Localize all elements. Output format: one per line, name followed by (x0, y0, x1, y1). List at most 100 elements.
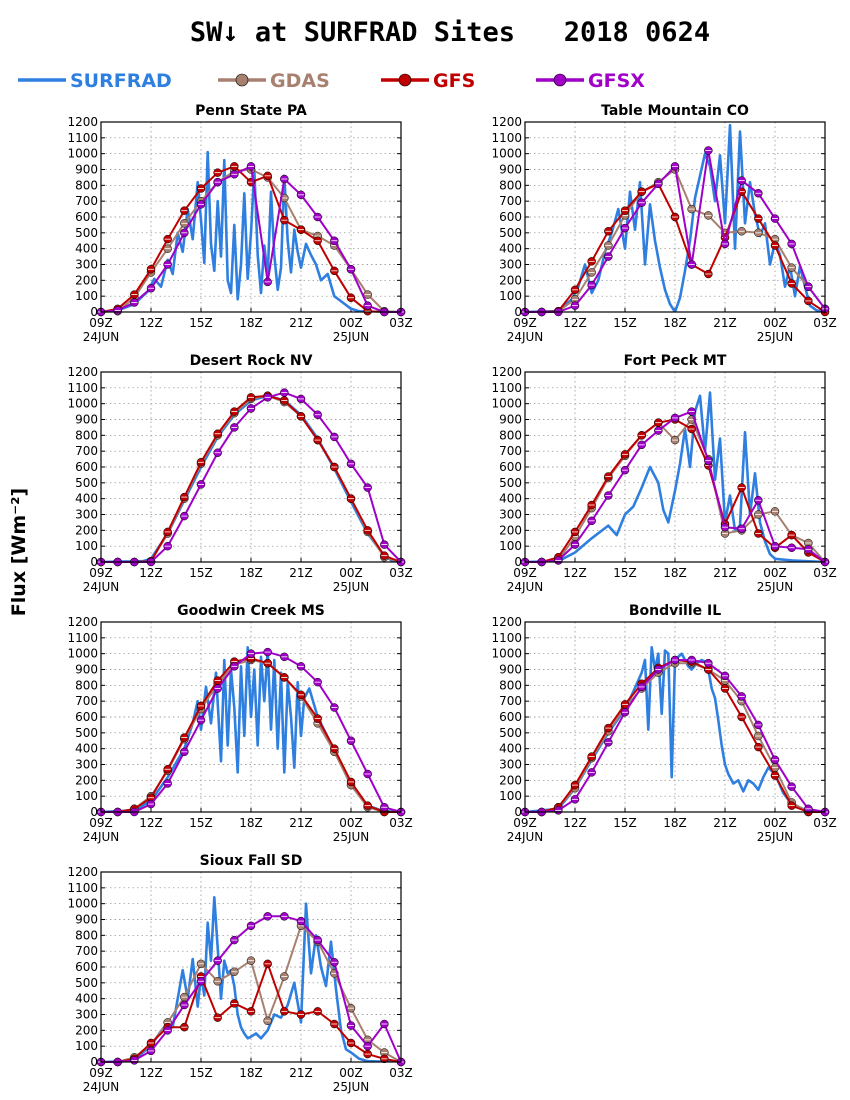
x-tick-label: 21Z (713, 816, 737, 830)
x-tick-label: 18Z (239, 316, 263, 330)
y-tick-label: 600 (75, 960, 98, 974)
y-tick-label: 1100 (491, 631, 522, 645)
chart-panels: Penn State PA010020030040050060070080090… (67, 103, 836, 1094)
panel-title: Bondville IL (629, 603, 721, 619)
y-axis-label: Flux [Wm⁻²] (8, 488, 30, 616)
y-tick-label: 900 (499, 663, 522, 677)
y-tick-label: 1100 (67, 881, 98, 895)
panel-sioux-fall-sd: Sioux Fall SD010020030040050060070080090… (67, 853, 412, 1094)
x-tick-label: 15Z (613, 816, 637, 830)
x-tick-label: 18Z (239, 816, 263, 830)
x-tick-label: 00Z (339, 816, 363, 830)
y-tick-label: 800 (75, 178, 98, 192)
x-tick-label: 15Z (189, 816, 213, 830)
y-tick-label: 500 (75, 226, 98, 240)
x-date-label: 25JUN (333, 330, 370, 344)
x-tick-label: 03Z (813, 816, 837, 830)
series-line-gfs (101, 394, 402, 563)
panel-title: Table Mountain CO (601, 103, 749, 119)
y-tick-label: 700 (75, 944, 98, 958)
legend-label-gdas: GDAS (270, 70, 330, 92)
panel-bondville-il: Bondville IL0100200300400500600700800900… (491, 603, 836, 844)
series-gfsx (520, 407, 830, 567)
series-line-surfrad (101, 394, 401, 562)
y-tick-label: 300 (75, 508, 98, 522)
y-tick-label: 800 (75, 928, 98, 942)
x-date-label: 25JUN (333, 830, 370, 844)
x-date-label: 24JUN (83, 580, 120, 594)
x-tick-label: 09Z (89, 816, 113, 830)
x-tick-label: 15Z (189, 566, 213, 580)
x-date-label: 24JUN (83, 830, 120, 844)
x-tick-label: 03Z (389, 1066, 413, 1080)
y-tick-label: 300 (75, 1008, 98, 1022)
y-tick-label: 1000 (67, 147, 98, 161)
legend-label-surfrad: SURFRAD (70, 70, 172, 92)
y-tick-label: 900 (75, 913, 98, 927)
x-tick-label: 00Z (339, 316, 363, 330)
y-tick-label: 200 (75, 273, 98, 287)
legend-label-gfs: GFS (433, 70, 475, 92)
y-tick-label: 800 (75, 428, 98, 442)
y-tick-label: 200 (75, 773, 98, 787)
y-tick-label: 500 (75, 726, 98, 740)
figure-title: SW↓ at SURFRAD Sites 2018 0624 (190, 17, 710, 48)
plot-frame (524, 121, 826, 313)
x-tick-label: 21Z (289, 1066, 313, 1080)
legend: SURFRAD GDAS GFS GFSX (18, 70, 645, 92)
y-tick-label: 700 (499, 444, 522, 458)
grid (101, 872, 401, 1062)
series-line-surfrad (525, 645, 825, 812)
x-tick-label: 09Z (513, 316, 537, 330)
plot-frame (100, 871, 402, 1063)
y-tick-label: 1200 (491, 615, 522, 629)
y-tick-label: 600 (499, 210, 522, 224)
y-tick-label: 500 (499, 726, 522, 740)
x-tick-label: 15Z (189, 1066, 213, 1080)
y-tick-label: 300 (499, 258, 522, 272)
y-tick-label: 1200 (491, 365, 522, 379)
y-tick-label: 300 (499, 508, 522, 522)
y-tick-label: 200 (75, 1023, 98, 1037)
y-tick-label: 600 (499, 710, 522, 724)
y-tick-label: 200 (499, 523, 522, 537)
panel-goodwin-creek-ms: Goodwin Creek MS010020030040050060070080… (67, 603, 412, 844)
y-tick-label: 300 (75, 258, 98, 272)
y-tick-label: 400 (75, 492, 98, 506)
y-tick-label: 800 (75, 678, 98, 692)
y-tick-label: 0 (90, 1055, 98, 1069)
legend-item-gfsx: GFSX (536, 70, 645, 92)
series-gfsx (520, 655, 830, 817)
x-tick-label: 21Z (713, 566, 737, 580)
x-tick-label: 12Z (563, 316, 587, 330)
x-tick-label: 12Z (139, 316, 163, 330)
y-tick-label: 200 (499, 773, 522, 787)
legend-label-gfsx: GFSX (588, 70, 645, 92)
series-gfsx (96, 647, 406, 817)
y-tick-label: 100 (75, 289, 98, 303)
y-tick-label: 1000 (491, 397, 522, 411)
panel-title: Fort Peck MT (624, 353, 727, 369)
x-date-label: 25JUN (333, 1080, 370, 1094)
y-tick-label: 1000 (67, 647, 98, 661)
y-tick-label: 900 (75, 163, 98, 177)
y-tick-label: 200 (499, 273, 522, 287)
series-line-surfrad (101, 895, 401, 1062)
legend-marker-gfsx (553, 73, 567, 87)
y-tick-label: 900 (75, 413, 98, 427)
legend-marker-gdas (235, 73, 249, 87)
y-tick-label: 1100 (491, 381, 522, 395)
x-tick-label: 18Z (663, 816, 687, 830)
y-tick-label: 1200 (67, 115, 98, 129)
y-tick-label: 1200 (67, 615, 98, 629)
x-tick-label: 15Z (189, 316, 213, 330)
x-tick-label: 09Z (89, 316, 113, 330)
y-tick-label: 500 (75, 476, 98, 490)
legend-item-surfrad: SURFRAD (18, 70, 172, 92)
y-tick-label: 1000 (67, 397, 98, 411)
x-tick-label: 09Z (89, 566, 113, 580)
x-tick-label: 21Z (713, 316, 737, 330)
x-tick-label: 21Z (289, 316, 313, 330)
series-gfsx (520, 146, 830, 317)
